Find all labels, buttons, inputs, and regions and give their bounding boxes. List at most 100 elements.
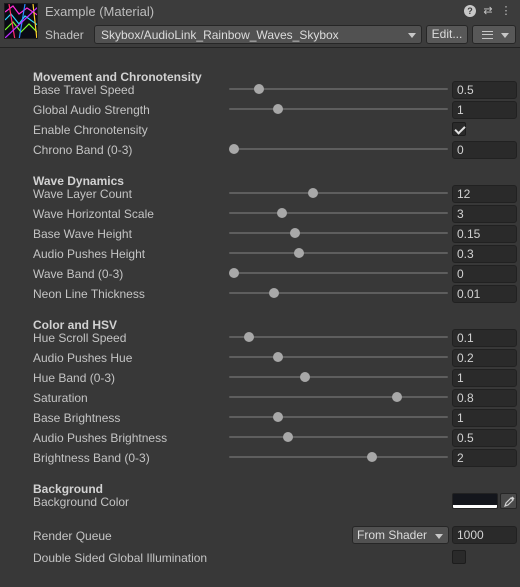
- prop-label-hue-band: Hue Band (0-3): [33, 371, 116, 385]
- shader-options-button[interactable]: [472, 25, 516, 44]
- prop-label-hue-scroll-speed: Hue Scroll Speed: [33, 331, 127, 345]
- slider-track: [229, 436, 448, 438]
- slider-thumb[interactable]: [293, 248, 304, 258]
- prop-label-base-wave-height: Base Wave Height: [33, 227, 132, 241]
- prop-label-audio-pushes-hue: Audio Pushes Hue: [33, 351, 133, 365]
- slider-thumb[interactable]: [254, 84, 265, 94]
- eyedropper-icon: [504, 496, 515, 507]
- prop-label-chrono-band: Chrono Band (0-3): [33, 143, 133, 157]
- background-color-swatch[interactable]: [452, 493, 498, 509]
- slider-track: [229, 148, 448, 150]
- slider-neon-line-thickness[interactable]: [229, 286, 448, 300]
- slider-track: [229, 232, 448, 234]
- chevron-down-icon: [501, 33, 509, 38]
- slider-thumb[interactable]: [366, 452, 377, 462]
- render-queue-field[interactable]: 1000: [452, 526, 517, 544]
- render-queue-label: Render Queue: [33, 529, 112, 543]
- prop-label-saturation: Saturation: [33, 391, 88, 405]
- slider-track: [229, 396, 448, 398]
- slider-track: [229, 376, 448, 378]
- inspector-header: Example (Material) ? ⇄ ⋮ Shader Skybox/A…: [0, 0, 520, 48]
- field-brightness-band[interactable]: 2: [452, 449, 517, 467]
- chevron-down-icon: [435, 534, 443, 539]
- field-wave-layer-count[interactable]: 12: [452, 185, 517, 203]
- field-base-brightness[interactable]: 1: [452, 409, 517, 427]
- slider-thumb[interactable]: [229, 144, 239, 154]
- more-icon[interactable]: ⋮: [500, 5, 512, 17]
- slider-wave-layer-count[interactable]: [229, 186, 448, 200]
- slider-thumb[interactable]: [272, 412, 283, 422]
- field-chrono-band[interactable]: 0: [452, 141, 517, 159]
- prop-label-base-travel-speed: Base Travel Speed: [33, 83, 135, 97]
- field-base-travel-speed[interactable]: 0.5: [452, 81, 517, 99]
- slider-base-wave-height[interactable]: [229, 226, 448, 240]
- prop-label-audio-pushes-height: Audio Pushes Height: [33, 247, 146, 261]
- field-neon-line-thickness[interactable]: 0.01: [452, 285, 517, 303]
- prop-label-wave-band: Wave Band (0-3): [33, 267, 124, 281]
- help-icon[interactable]: ?: [464, 5, 476, 17]
- material-preview-thumbnail[interactable]: [4, 3, 38, 39]
- prop-label-wave-horizontal-scale: Wave Horizontal Scale: [33, 207, 154, 221]
- slider-track: [229, 292, 448, 294]
- field-wave-band[interactable]: 0: [452, 265, 517, 283]
- render-queue-dropdown[interactable]: From Shader: [352, 526, 449, 544]
- field-hue-band[interactable]: 1: [452, 369, 517, 387]
- slider-brightness-band[interactable]: [229, 450, 448, 464]
- slider-thumb[interactable]: [308, 188, 319, 198]
- slider-base-travel-speed[interactable]: [229, 82, 448, 96]
- slider-chrono-band[interactable]: [229, 142, 448, 156]
- slider-wave-band[interactable]: [229, 266, 448, 280]
- checkbox-double-sided-gi[interactable]: [452, 550, 466, 564]
- slider-thumb[interactable]: [243, 332, 254, 342]
- alpha-bar: [453, 505, 497, 508]
- edit-shader-button[interactable]: Edit...: [426, 25, 468, 44]
- prop-label-brightness-band: Brightness Band (0-3): [33, 451, 150, 465]
- slider-global-audio-strength[interactable]: [229, 102, 448, 116]
- slider-thumb[interactable]: [289, 228, 300, 238]
- prop-label-base-brightness: Base Brightness: [33, 411, 121, 425]
- prop-label-global-audio-strength: Global Audio Strength: [33, 103, 150, 117]
- slider-hue-band[interactable]: [229, 370, 448, 384]
- field-saturation[interactable]: 0.8: [452, 389, 517, 407]
- field-audio-pushes-height[interactable]: 0.3: [452, 245, 517, 263]
- prop-label-wave-layer-count: Wave Layer Count: [33, 187, 132, 201]
- slider-thumb[interactable]: [268, 288, 279, 298]
- slider-track: [229, 356, 448, 358]
- render-queue-mode: From Shader: [357, 528, 428, 542]
- shader-dropdown-value: Skybox/AudioLink_Rainbow_Waves_Skybox: [101, 28, 339, 42]
- field-audio-pushes-hue[interactable]: 0.2: [452, 349, 517, 367]
- field-global-audio-strength[interactable]: 1: [452, 101, 517, 119]
- slider-thumb[interactable]: [229, 268, 239, 278]
- field-audio-pushes-brightness[interactable]: 0.5: [452, 429, 517, 447]
- field-hue-scroll-speed[interactable]: 0.1: [452, 329, 517, 347]
- prop-label-audio-pushes-brightness: Audio Pushes Brightness: [33, 431, 168, 445]
- slider-track: [229, 456, 448, 458]
- checkbox-enable-chronotensity[interactable]: [452, 122, 466, 136]
- slider-thumb[interactable]: [300, 372, 311, 382]
- slider-thumb[interactable]: [272, 352, 283, 362]
- eyedropper-button[interactable]: [500, 493, 517, 509]
- section-title-wave-dynamics: Wave Dynamics: [33, 174, 124, 188]
- slider-base-brightness[interactable]: [229, 410, 448, 424]
- preset-icon[interactable]: ⇄: [483, 5, 493, 17]
- slider-audio-pushes-height[interactable]: [229, 246, 448, 260]
- slider-track: [229, 272, 448, 274]
- slider-track: [229, 336, 448, 338]
- field-base-wave-height[interactable]: 0.15: [452, 225, 517, 243]
- slider-thumb[interactable]: [277, 208, 288, 218]
- field-wave-horizontal-scale[interactable]: 3: [452, 205, 517, 223]
- slider-thumb[interactable]: [272, 104, 283, 114]
- slider-hue-scroll-speed[interactable]: [229, 330, 448, 344]
- slider-wave-horizontal-scale[interactable]: [229, 206, 448, 220]
- slider-track: [229, 212, 448, 214]
- slider-track: [229, 192, 448, 194]
- slider-thumb[interactable]: [392, 392, 403, 402]
- slider-audio-pushes-hue[interactable]: [229, 350, 448, 364]
- slider-audio-pushes-brightness[interactable]: [229, 430, 448, 444]
- slider-track: [229, 252, 448, 254]
- slider-saturation[interactable]: [229, 390, 448, 404]
- double-sided-gi-label: Double Sided Global Illumination: [33, 551, 208, 565]
- slider-track: [229, 88, 448, 90]
- slider-thumb[interactable]: [283, 432, 294, 442]
- shader-dropdown[interactable]: Skybox/AudioLink_Rainbow_Waves_Skybox: [94, 25, 422, 44]
